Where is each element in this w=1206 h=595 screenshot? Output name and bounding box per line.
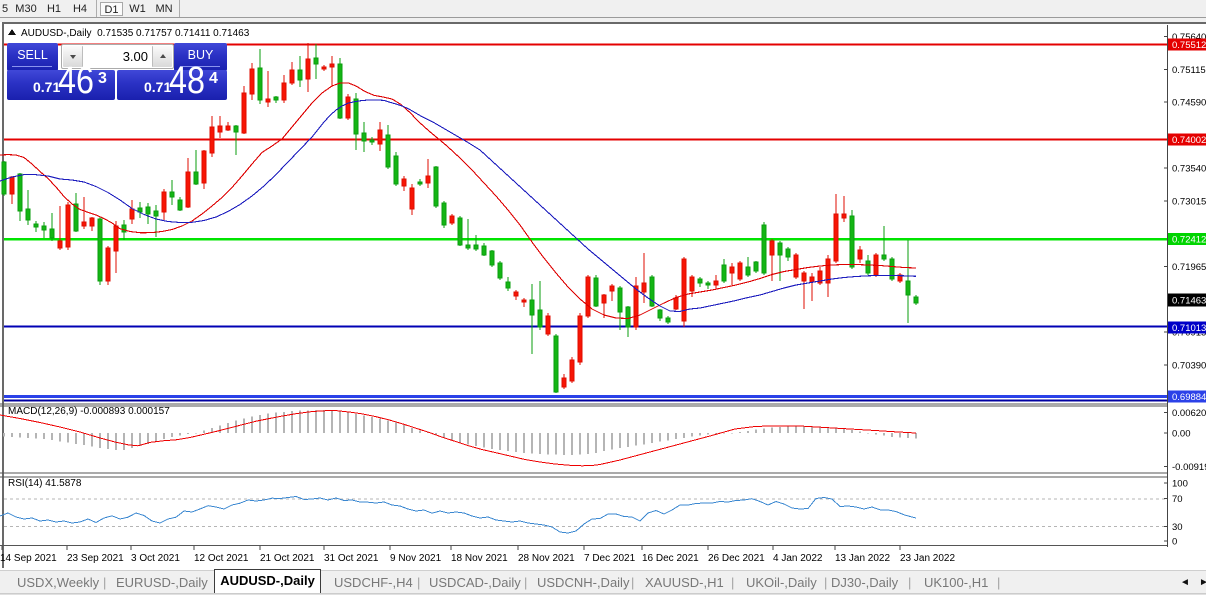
svg-text:18 Nov 2021: 18 Nov 2021 — [451, 553, 508, 564]
svg-text:12 Oct 2021: 12 Oct 2021 — [194, 553, 249, 564]
svg-text:70: 70 — [1172, 494, 1183, 505]
svg-text:0.69884: 0.69884 — [1172, 392, 1206, 403]
svg-text:23 Sep 2021: 23 Sep 2021 — [67, 553, 124, 564]
svg-text:0.73540: 0.73540 — [1172, 164, 1206, 175]
svg-text:0.70390: 0.70390 — [1172, 361, 1206, 372]
svg-text:28 Nov 2021: 28 Nov 2021 — [518, 553, 575, 564]
svg-text:7 Dec 2021: 7 Dec 2021 — [584, 553, 636, 564]
svg-text:0.71463: 0.71463 — [1172, 296, 1206, 307]
svg-text:4 Jan 2022: 4 Jan 2022 — [773, 553, 823, 564]
svg-text:23 Jan 2022: 23 Jan 2022 — [900, 553, 955, 564]
svg-text:30: 30 — [1172, 522, 1183, 533]
svg-text:14 Sep 2021: 14 Sep 2021 — [0, 553, 57, 564]
svg-text:0.75512: 0.75512 — [1172, 40, 1206, 51]
svg-text:0.75115: 0.75115 — [1172, 65, 1206, 76]
svg-text:MACD(12,26,9) -0.000893 0.0001: MACD(12,26,9) -0.000893 0.000157 — [8, 406, 170, 417]
svg-text:0: 0 — [1172, 537, 1177, 548]
svg-text:9 Nov 2021: 9 Nov 2021 — [390, 553, 442, 564]
svg-text:3 Oct 2021: 3 Oct 2021 — [131, 553, 180, 564]
svg-text:26 Dec 2021: 26 Dec 2021 — [708, 553, 765, 564]
svg-text:0.00620: 0.00620 — [1172, 408, 1206, 419]
svg-text:RSI(14) 41.5878: RSI(14) 41.5878 — [8, 478, 82, 489]
svg-text:0.72412: 0.72412 — [1172, 235, 1206, 246]
svg-text:31 Oct 2021: 31 Oct 2021 — [324, 553, 379, 564]
svg-text:100: 100 — [1172, 479, 1188, 490]
svg-text:21 Oct 2021: 21 Oct 2021 — [260, 553, 315, 564]
svg-text:AUDUSD-,Daily 0.71535 0.71757: AUDUSD-,Daily 0.71535 0.71757 0.71411 0.… — [21, 28, 250, 39]
svg-text:0.74002: 0.74002 — [1172, 135, 1206, 146]
svg-text:13 Jan 2022: 13 Jan 2022 — [835, 553, 890, 564]
svg-text:0.00: 0.00 — [1172, 429, 1191, 440]
svg-text:0.71965: 0.71965 — [1172, 262, 1206, 273]
svg-text:0.71013: 0.71013 — [1172, 323, 1206, 334]
svg-text:16 Dec 2021: 16 Dec 2021 — [642, 553, 699, 564]
svg-text:0.75640: 0.75640 — [1172, 32, 1206, 43]
svg-text:0.73015: 0.73015 — [1172, 196, 1206, 207]
svg-text:-0.00919: -0.00919 — [1172, 462, 1206, 473]
svg-text:0.74590: 0.74590 — [1172, 98, 1206, 109]
